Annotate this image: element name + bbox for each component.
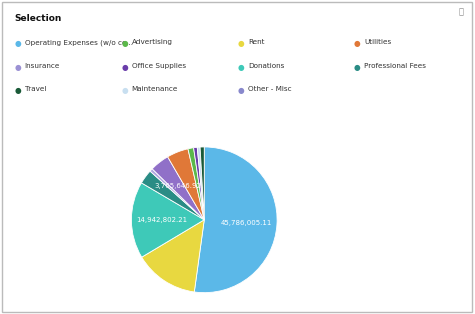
- Text: ●: ●: [354, 63, 361, 72]
- Text: Selection: Selection: [14, 14, 62, 23]
- Text: ●: ●: [14, 39, 21, 48]
- Text: Advertising: Advertising: [132, 39, 172, 45]
- Text: Insurance: Insurance: [25, 63, 60, 69]
- Text: 14,942,802.21: 14,942,802.21: [136, 217, 188, 223]
- Text: ●: ●: [121, 86, 128, 95]
- Text: ⤢: ⤢: [458, 8, 463, 17]
- Text: Travel: Travel: [25, 86, 46, 92]
- Wedge shape: [132, 183, 204, 257]
- Wedge shape: [152, 157, 204, 220]
- Text: Utilities: Utilities: [364, 39, 391, 45]
- Wedge shape: [188, 148, 204, 220]
- Wedge shape: [200, 147, 204, 220]
- Wedge shape: [194, 147, 204, 220]
- Text: ●: ●: [238, 63, 244, 72]
- Wedge shape: [142, 220, 204, 292]
- Text: Office Supplies: Office Supplies: [132, 63, 186, 69]
- Text: Professional Fees: Professional Fees: [364, 63, 427, 69]
- Text: Maintenance: Maintenance: [132, 86, 178, 92]
- Text: ●: ●: [14, 86, 21, 95]
- Text: 3,765,646.92: 3,765,646.92: [155, 183, 202, 189]
- Text: ●: ●: [121, 63, 128, 72]
- Wedge shape: [197, 147, 204, 220]
- Text: Rent: Rent: [248, 39, 265, 45]
- Text: 45,786,005.11: 45,786,005.11: [221, 220, 272, 226]
- Text: ●: ●: [238, 86, 244, 95]
- Text: ●: ●: [238, 39, 244, 48]
- Text: ●: ●: [14, 63, 21, 72]
- Wedge shape: [194, 147, 277, 293]
- Text: ●: ●: [354, 39, 361, 48]
- Wedge shape: [150, 169, 204, 220]
- Text: ●: ●: [121, 39, 128, 48]
- Wedge shape: [142, 171, 204, 220]
- Wedge shape: [168, 149, 204, 220]
- Text: Other - Misc: Other - Misc: [248, 86, 292, 92]
- Text: Operating Expenses (w/o co...: Operating Expenses (w/o co...: [25, 39, 133, 46]
- Text: Donations: Donations: [248, 63, 285, 69]
